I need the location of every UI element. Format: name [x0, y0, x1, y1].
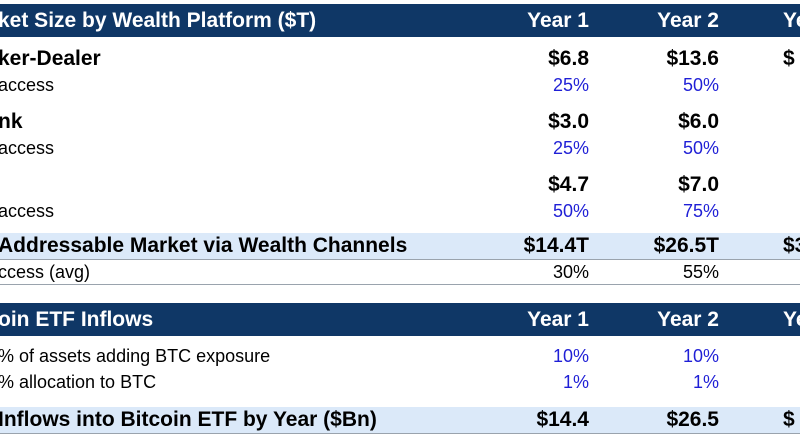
btc-allocation-year1: 1%: [562, 372, 589, 392]
bank-access-year2: 50%: [682, 138, 719, 158]
inflows-year3-header: Ye: [783, 308, 800, 331]
total-addressable-market-year1: $14.4T: [523, 234, 589, 257]
total-addressable-market-label: Addressable Market via Wealth Channels: [0, 234, 408, 257]
btc-exposure-year1: 10%: [552, 346, 589, 366]
avg-access-year2: 55%: [682, 262, 719, 282]
total-addressable-market-year3: $3: [783, 234, 800, 257]
market-year1-header: Year 1: [527, 9, 589, 32]
btc-allocation-year2: 1%: [692, 372, 719, 392]
broker-dealer-row: ker-Dealer $6.8 $13.6 $: [0, 45, 800, 73]
avg-access-year1: 30%: [552, 262, 589, 282]
broker-dealer-access-year1: 25%: [552, 75, 589, 95]
etf-inflows-total-year1: $14.4: [536, 408, 589, 431]
inflows-divider: [0, 433, 800, 434]
bank-year2: $6.0: [678, 110, 719, 133]
broker-dealer-year1: $6.8: [548, 47, 589, 70]
bank-access-label: access: [0, 138, 55, 158]
third-platform-access-label: access: [0, 201, 55, 221]
market-size-title: ket Size by Wealth Platform ($T): [0, 9, 317, 32]
bank-access-year1: 25%: [552, 138, 589, 158]
third-platform-access-year2: 75%: [682, 201, 719, 221]
third-platform-year2: $7.0: [678, 173, 719, 196]
broker-dealer-access-row: access 25% 50%: [0, 73, 800, 97]
etf-inflows-total-year3: $: [783, 408, 795, 431]
avg-divider: [0, 284, 800, 285]
bank-year1: $3.0: [548, 110, 589, 133]
market-year2-header: Year 2: [657, 9, 719, 32]
total-addressable-market-row: Addressable Market via Wealth Channels $…: [0, 233, 800, 259]
broker-dealer-label: ker-Dealer: [0, 47, 101, 70]
btc-exposure-label: % of assets adding BTC exposure: [0, 346, 271, 366]
bank-row: nk $3.0 $6.0: [0, 108, 800, 136]
broker-dealer-year2: $13.6: [666, 47, 719, 70]
bank-label: nk: [0, 110, 23, 133]
btc-exposure-row: % of assets adding BTC exposure 10% 10%: [0, 344, 800, 369]
btc-exposure-year2: 10%: [682, 346, 719, 366]
broker-dealer-access-label: access: [0, 75, 55, 95]
inflows-year2-header: Year 2: [657, 308, 719, 331]
third-platform-access-row: access 50% 75%: [0, 199, 800, 223]
bank-access-row: access 25% 50%: [0, 136, 800, 160]
btc-allocation-row: % allocation to BTC 1% 1%: [0, 370, 800, 395]
third-platform-year1: $4.7: [548, 173, 589, 196]
btc-allocation-label: % allocation to BTC: [0, 372, 157, 392]
avg-access-label: ccess (avg): [0, 262, 91, 282]
third-platform-access-year1: 50%: [552, 201, 589, 221]
etf-inflows-total-row: Inflows into Bitcoin ETF by Year ($Bn) $…: [0, 407, 800, 433]
third-platform-row: $4.7 $7.0: [0, 171, 800, 199]
broker-dealer-year3: $: [783, 47, 795, 70]
etf-inflows-total-label: Inflows into Bitcoin ETF by Year ($Bn): [0, 408, 377, 431]
etf-inflows-total-year2: $26.5: [666, 408, 719, 431]
broker-dealer-access-year2: 50%: [682, 75, 719, 95]
market-year3-header: Ye: [783, 9, 800, 32]
total-addressable-market-year2: $26.5T: [653, 234, 719, 257]
market-size-header: ket Size by Wealth Platform ($T) Year 1 …: [0, 4, 800, 37]
total-divider: [0, 259, 800, 260]
etf-inflows-title: oin ETF Inflows: [0, 308, 154, 331]
etf-inflows-header: oin ETF Inflows Year 1 Year 2 Ye: [0, 303, 800, 336]
avg-access-row: ccess (avg) 30% 55%: [0, 260, 800, 284]
inflows-year1-header: Year 1: [527, 308, 589, 331]
